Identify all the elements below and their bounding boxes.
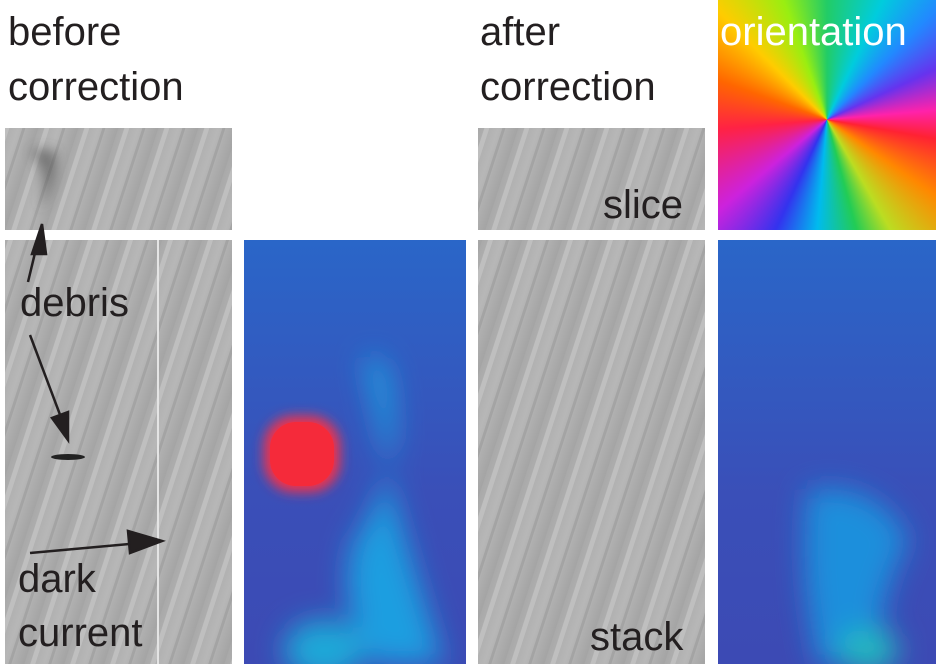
- label: dark: [18, 557, 97, 601]
- heading: after: [480, 10, 560, 54]
- heading: orientation: [720, 10, 907, 54]
- label: stack: [590, 615, 684, 659]
- slice-before: [5, 128, 232, 230]
- heatmap-after: [718, 240, 936, 664]
- heading: correction: [8, 65, 184, 109]
- figure: before correction after correction orien…: [0, 0, 936, 664]
- heatmap-before: [244, 240, 466, 664]
- label: debris: [20, 281, 129, 325]
- debris-mark: [51, 454, 85, 460]
- heading: correction: [480, 65, 656, 109]
- stack-after: [478, 240, 705, 664]
- label: current: [18, 611, 143, 655]
- heading: before: [8, 10, 121, 54]
- panels: before correction after correction orien…: [0, 0, 936, 664]
- label: slice: [603, 183, 683, 227]
